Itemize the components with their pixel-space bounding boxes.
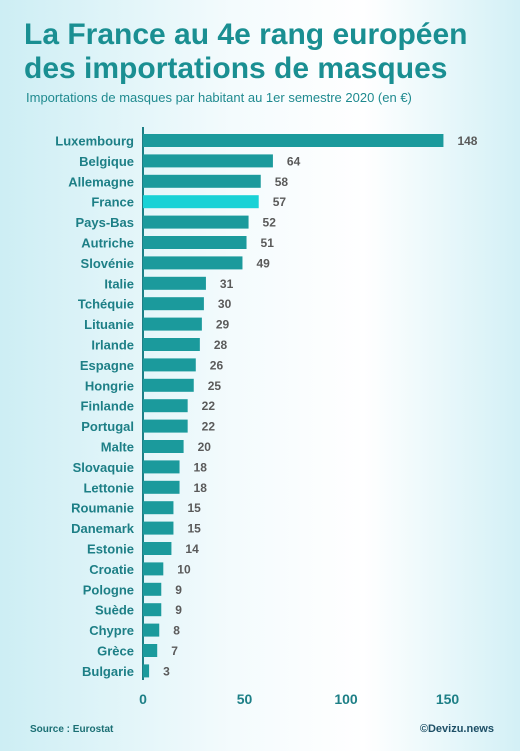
value-label: 148 — [457, 134, 477, 148]
value-label: 18 — [194, 481, 208, 495]
bar — [143, 276, 206, 290]
bar — [143, 256, 243, 270]
bar — [143, 623, 160, 637]
bar — [143, 501, 174, 515]
value-label: 31 — [220, 277, 234, 291]
category-label: Hongrie — [85, 378, 134, 393]
value-label: 51 — [261, 236, 275, 250]
source-note: Source : Eurostat — [30, 724, 114, 735]
category-label: Luxembourg — [55, 134, 134, 149]
bar — [143, 378, 194, 392]
category-label: Portugal — [81, 419, 134, 434]
value-label: 10 — [177, 562, 191, 576]
bar — [143, 338, 200, 351]
value-label: 57 — [273, 195, 287, 209]
value-label: 20 — [198, 440, 212, 454]
category-label: Grèce — [97, 644, 134, 659]
value-label: 28 — [214, 338, 228, 352]
bar — [143, 562, 164, 576]
x-tick-label: 0 — [139, 691, 147, 707]
bar-highlight — [143, 195, 259, 209]
category-label: Lettonie — [83, 480, 134, 495]
bar — [143, 154, 273, 168]
bar — [143, 480, 180, 494]
category-label: Irlande — [91, 338, 134, 353]
category-label: Finlande — [81, 399, 134, 414]
category-label: Danemark — [71, 521, 135, 536]
bar — [143, 460, 180, 474]
value-label: 18 — [194, 460, 208, 474]
bar — [143, 644, 158, 657]
bar — [143, 521, 174, 535]
value-label: 64 — [287, 154, 301, 168]
value-label: 58 — [275, 175, 289, 189]
bar — [143, 215, 249, 229]
bar — [143, 582, 162, 596]
category-label: Suède — [95, 603, 134, 618]
category-label: Chypre — [89, 623, 134, 638]
bar — [143, 542, 172, 555]
category-label: Roumanie — [71, 501, 134, 516]
category-label: Espagne — [80, 358, 134, 373]
category-label: France — [91, 195, 134, 210]
x-tick-label: 100 — [334, 691, 358, 707]
bar — [143, 399, 188, 413]
value-label: 14 — [185, 542, 199, 556]
value-label: 25 — [208, 379, 222, 393]
bar — [143, 664, 150, 678]
value-label: 22 — [202, 399, 216, 413]
x-tick-label: 50 — [237, 691, 253, 707]
value-label: 22 — [202, 420, 216, 434]
category-label: Pays-Bas — [75, 215, 134, 230]
bar — [143, 317, 202, 331]
bar — [143, 419, 188, 433]
value-label: 9 — [175, 603, 182, 617]
value-label: 3 — [163, 664, 170, 678]
bar — [143, 134, 444, 147]
value-label: 15 — [187, 522, 201, 536]
bar — [143, 297, 204, 311]
bar — [143, 603, 162, 617]
value-label: 15 — [187, 501, 201, 515]
category-label: Italie — [104, 276, 134, 291]
value-label: 7 — [171, 644, 178, 658]
category-label: Slovénie — [81, 256, 134, 271]
chart-title: La France au 4e rang européen des import… — [24, 18, 468, 85]
bar — [143, 440, 184, 453]
bar — [143, 236, 247, 249]
bar — [143, 358, 196, 372]
value-label: 29 — [216, 318, 230, 332]
category-label: Tchéquie — [78, 297, 134, 312]
value-label: 9 — [175, 583, 182, 597]
credit-note: ©Devizu.news — [419, 723, 494, 735]
value-label: 8 — [173, 624, 180, 638]
value-label: 30 — [218, 297, 232, 311]
category-label: Slovaquie — [73, 460, 134, 475]
value-label: 26 — [210, 358, 224, 372]
category-label: Bulgarie — [82, 664, 134, 679]
x-tick-label: 150 — [436, 691, 460, 707]
category-label: Belgique — [79, 154, 134, 169]
category-label: Pologne — [83, 582, 134, 597]
category-label: Croatie — [89, 562, 134, 577]
value-label: 49 — [256, 256, 270, 270]
category-label: Estonie — [87, 542, 134, 557]
category-label: Lituanie — [84, 317, 134, 332]
bar — [143, 174, 261, 188]
category-label: Autriche — [81, 236, 134, 251]
category-label: Malte — [101, 440, 134, 455]
value-label: 52 — [263, 216, 277, 230]
category-label: Allemagne — [68, 174, 134, 189]
chart-subtitle: Importations de masques par habitant au … — [26, 90, 412, 105]
